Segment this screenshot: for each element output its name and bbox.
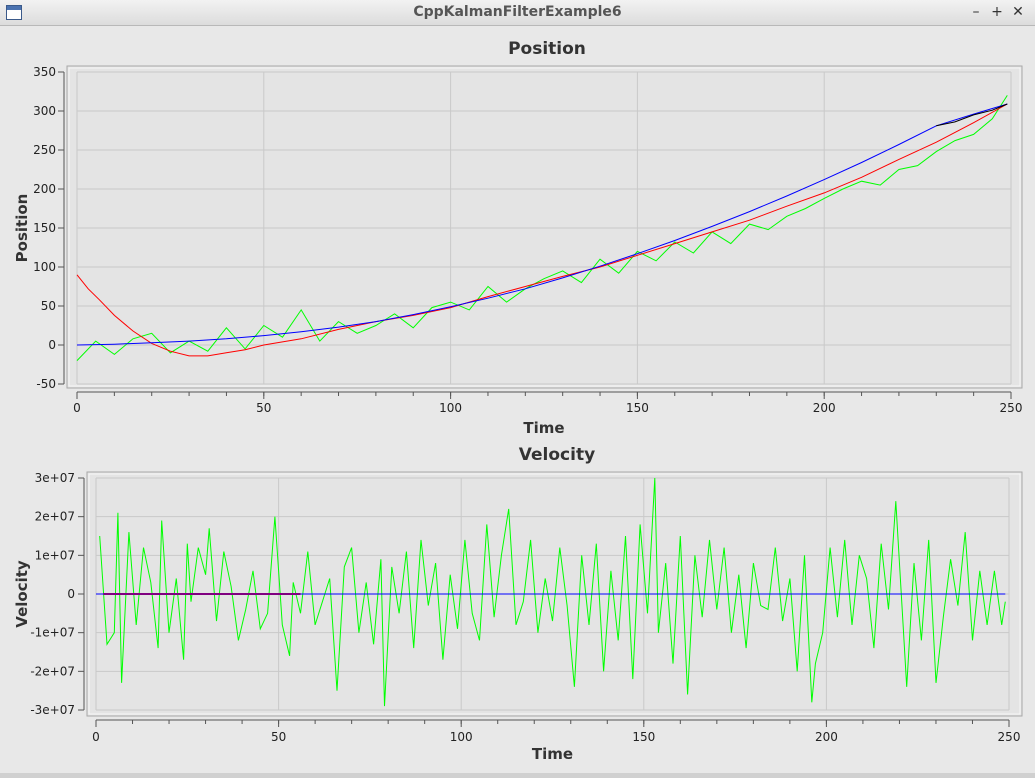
velocity-plot[interactable]: Velocity -3e+07 -2e+07 -1e+07 0 1e+07 2e+07 3e+… [0, 442, 1035, 772]
velocity-y-axis-title: Velocity [13, 560, 31, 628]
minimize-button[interactable]: – [972, 4, 980, 20]
velocity-y-tick-label: 2e+07 [35, 510, 75, 524]
title-bar[interactable]: CppKalmanFilterExample6 – + ✕ [0, 0, 1035, 26]
velocity-y-tick-label: 1e+07 [35, 548, 75, 562]
position-x-axis-title: Time [523, 419, 564, 437]
position-y-tick-label: 350 [33, 65, 56, 79]
maximize-button[interactable]: + [991, 4, 1003, 20]
position-canvas[interactable] [66, 65, 1023, 389]
window-title: CppKalmanFilterExample6 [413, 4, 622, 20]
position-x-tick-label: 100 [439, 401, 462, 415]
velocity-y-tick-label: -1e+07 [30, 626, 75, 640]
close-button[interactable]: ✕ [1012, 4, 1024, 20]
position-series-2 [76, 103, 1008, 346]
position-y-tick-label: 300 [33, 104, 56, 118]
position-plot[interactable]: Position -50 0 50 100 150 200 250 300 350 0 50 100 15… [0, 30, 1035, 442]
velocity-x-tick-label: 250 [998, 730, 1021, 744]
velocity-x-tick-label: 50 [271, 730, 286, 744]
velocity-y-tick-label: -2e+07 [30, 664, 75, 678]
position-y-tick-label: 150 [33, 221, 56, 235]
position-x-tick-label: 150 [626, 401, 649, 415]
position-y-tick-label: 0 [48, 338, 56, 352]
velocity-x-tick-label: 100 [450, 730, 473, 744]
position-x-tick-label: 200 [813, 401, 836, 415]
window-icon[interactable] [6, 5, 22, 20]
velocity-y-tick-label: 3e+07 [35, 471, 75, 485]
velocity-y-tick-label: -3e+07 [30, 703, 75, 717]
position-x-tick-label: 50 [256, 401, 271, 415]
velocity-series-0 [99, 477, 1006, 707]
position-series-0 [76, 95, 1008, 361]
velocity-y-tick-label: 0 [67, 587, 75, 601]
position-x-tick-label: 250 [1000, 401, 1023, 415]
velocity-title: Velocity [519, 445, 595, 465]
position-y-tick-label: 100 [33, 260, 56, 274]
position-x-tick-label: 0 [73, 401, 81, 415]
position-y-tick-label: 50 [41, 299, 56, 313]
position-y-tick-label: 200 [33, 182, 56, 196]
velocity-canvas-inner-edge [88, 473, 1021, 715]
position-y-tick-label: -50 [36, 377, 56, 391]
velocity-x-tick-label: 0 [92, 730, 100, 744]
position-canvas-inner-edge [68, 67, 1021, 387]
position-y-tick-label: 250 [33, 143, 56, 157]
velocity-x-axis-title: Time [532, 745, 573, 763]
position-series-3 [936, 103, 1008, 127]
bottom-strip [0, 773, 1035, 778]
position-series-1 [76, 103, 1008, 357]
velocity-x-tick-label: 200 [815, 730, 838, 744]
position-title: Position [508, 39, 586, 59]
position-y-axis-title: Position [13, 194, 31, 263]
velocity-x-tick-label: 150 [632, 730, 655, 744]
